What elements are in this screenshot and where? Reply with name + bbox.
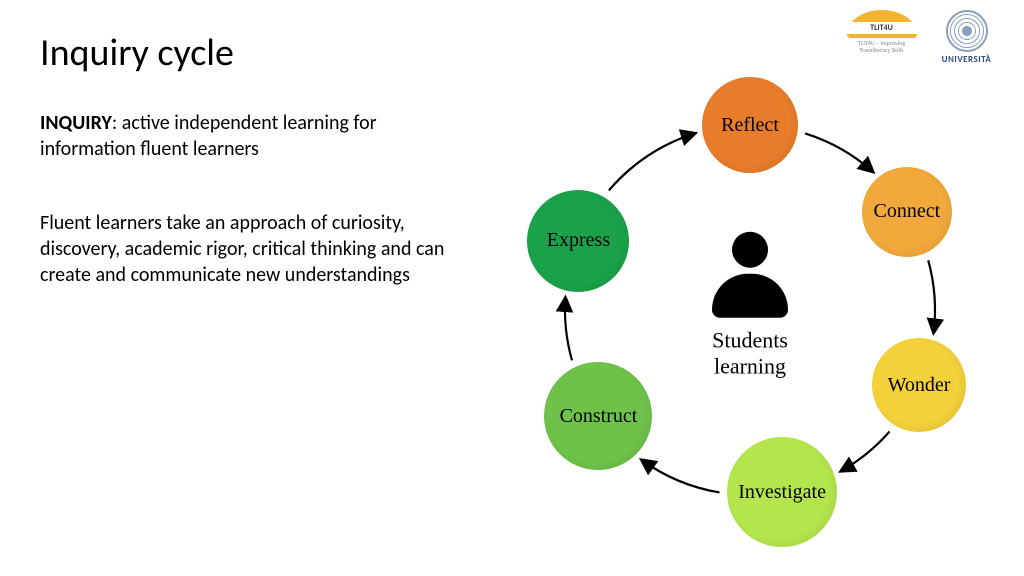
subtitle-lead: INQUIRY <box>40 111 112 135</box>
cycle-node-connect: Connect <box>862 167 952 257</box>
universita-label: UNIVERSITÀ <box>929 54 1004 65</box>
person-icon <box>710 232 790 322</box>
inquiry-cycle-diagram: Students learning Reflect Connect Wonder In… <box>490 80 1010 570</box>
cycle-node-construct: Construct <box>544 362 652 470</box>
cycle-node-wonder: Wonder <box>872 338 966 432</box>
subtitle: INQUIRY: active independent learning for… <box>40 110 460 162</box>
logo-bar: TLIT4U – Improving Transliteracy Skills … <box>844 10 1004 65</box>
center-label-line1: Students <box>712 328 788 353</box>
page-title: Inquiry cycle <box>40 30 234 76</box>
cycle-arrow <box>841 431 889 471</box>
tlit4u-logo-mark <box>847 10 917 38</box>
cycle-arrow <box>565 298 572 360</box>
cycle-node-reflect: Reflect <box>702 77 798 173</box>
cycle-arrow <box>642 460 720 492</box>
cycle-arrow <box>805 133 873 171</box>
cycle-node-express: Express <box>527 190 629 292</box>
tlit4u-logo-caption: TLIT4U – Improving Transliteracy Skills <box>844 40 919 53</box>
center-student-icon: Students learning <box>710 232 790 379</box>
center-label: Students learning <box>710 328 790 379</box>
cycle-node-investigate: Investigate <box>727 437 837 547</box>
cycle-arrow <box>609 133 695 190</box>
universita-logo: UNIVERSITÀ <box>929 10 1004 65</box>
body-paragraph: Fluent learners take an approach of curi… <box>40 210 470 288</box>
center-label-line2: learning <box>714 353 786 378</box>
universita-seal-icon <box>946 10 988 52</box>
cycle-arrow <box>928 260 935 332</box>
tlit4u-logo: TLIT4U – Improving Transliteracy Skills <box>844 10 919 53</box>
